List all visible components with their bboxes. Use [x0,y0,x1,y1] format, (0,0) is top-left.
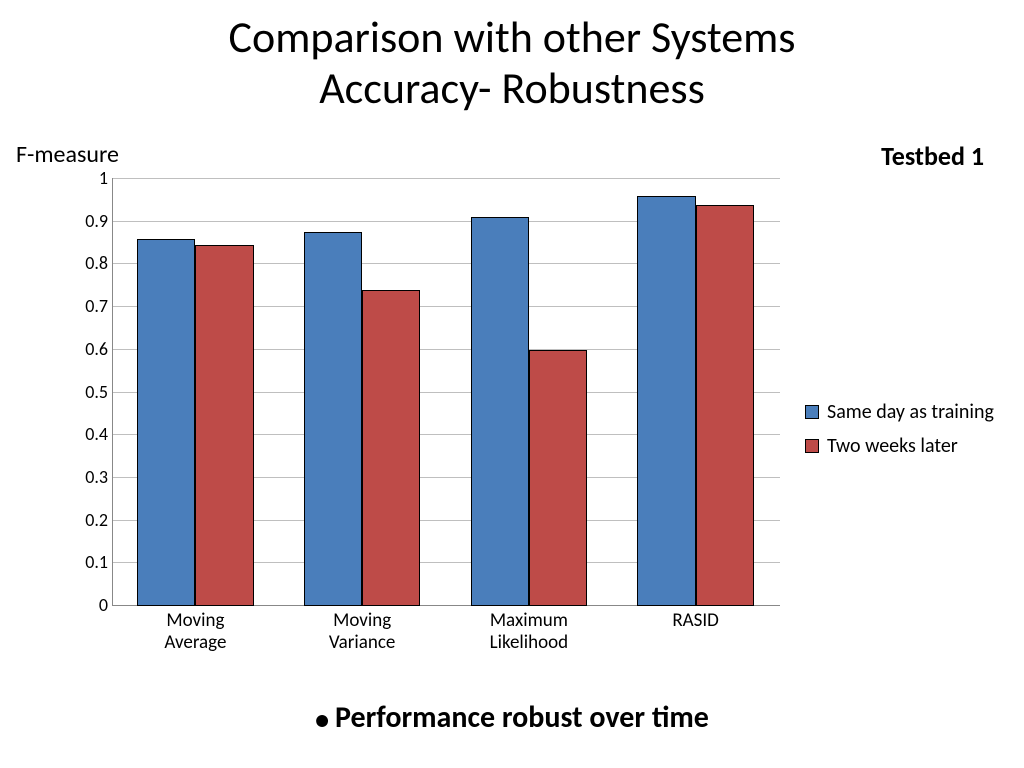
bar [529,350,587,606]
legend-item: Two weeks later [805,434,994,458]
legend-swatch-icon [805,405,819,419]
legend-item: Same day as training [805,400,994,424]
y-tick-label: 0.1 [68,551,108,573]
x-category-label: MovingVariance [279,610,446,654]
bar [137,239,195,606]
y-tick-label: 0.3 [68,466,108,488]
y-tick-label: 0.7 [68,295,108,317]
bullet-point: •Performance robust over time [0,699,1024,736]
title-line-2: Accuracy- Robustness [319,61,705,115]
x-category-label: RASID [612,610,779,632]
y-tick-label: 1 [68,167,108,189]
x-category-label: MaximumLikelihood [446,610,613,654]
slide-title: Comparison with other Systems Accuracy- … [0,12,1024,113]
bar [195,245,253,606]
y-tick-label: 0.9 [68,210,108,232]
y-tick-label: 0.2 [68,509,108,531]
y-tick-label: 0.4 [68,423,108,445]
testbed-label: Testbed 1 [881,140,984,172]
y-tick-label: 0 [68,594,108,616]
title-line-1: Comparison with other Systems [229,10,796,64]
bar [696,205,754,606]
y-tick-label: 0.6 [68,338,108,360]
y-axis-label: F-measure [16,140,119,169]
y-tick-label: 0.8 [68,252,108,274]
y-tick-label: 0.5 [68,381,108,403]
slide: Comparison with other Systems Accuracy- … [0,0,1024,768]
legend-swatch-icon [805,439,819,453]
bullet-text: Performance robust over time [335,699,709,736]
x-category-label: MovingAverage [112,610,279,654]
legend: Same day as training Two weeks later [805,400,994,468]
bar-chart: 00.10.20.30.40.50.60.70.80.91MovingAvera… [60,178,800,648]
legend-label: Two weeks later [827,434,958,458]
bars-layer [112,178,780,606]
legend-label: Same day as training [827,400,994,424]
bar [637,196,695,606]
bar [471,217,529,606]
bar [362,290,420,606]
bar [304,232,362,606]
